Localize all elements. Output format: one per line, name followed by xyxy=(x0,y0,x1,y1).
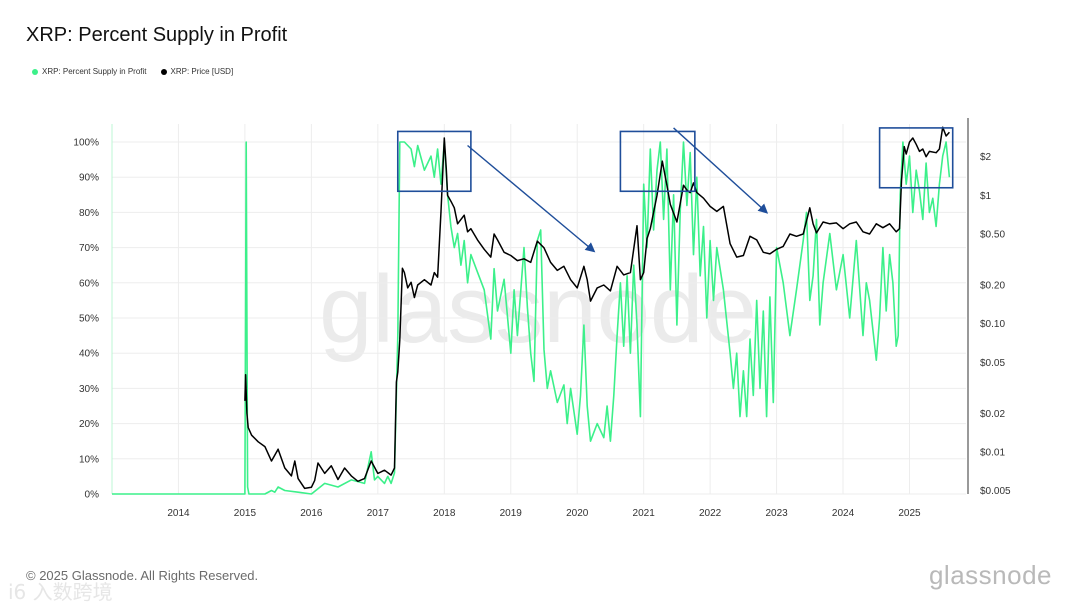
left-tick-label: 80% xyxy=(79,208,99,219)
x-tick-label: 2024 xyxy=(832,508,855,519)
x-tick-label: 2023 xyxy=(765,508,788,519)
corner-watermark: i6 入数跨境 xyxy=(8,580,113,604)
annotation-arrow xyxy=(467,144,596,253)
right-tick-label: $0.05 xyxy=(980,358,1005,369)
legend-item-supply[interactable]: XRP: Percent Supply in Profit xyxy=(32,67,147,76)
left-tick-label: 70% xyxy=(79,243,99,254)
left-tick-label: 60% xyxy=(79,278,99,289)
right-tick-label: $1 xyxy=(980,191,992,202)
right-tick-label: $0.01 xyxy=(980,447,1005,458)
right-tick-label: $0.10 xyxy=(980,319,1005,330)
legend-swatch-supply xyxy=(32,68,38,75)
legend-label-supply: XRP: Percent Supply in Profit xyxy=(42,67,147,76)
left-tick-label: 50% xyxy=(79,314,99,325)
x-tick-label: 2019 xyxy=(500,508,523,519)
left-tick-label: 40% xyxy=(79,349,99,360)
left-tick-label: 10% xyxy=(79,454,99,465)
chart-series xyxy=(112,126,951,495)
left-axis: 0% 10% 20% 30% 40% 50% 60% 70% 80% 90% 100% xyxy=(73,124,113,501)
legend-swatch-price xyxy=(160,68,167,75)
series-line-supply-in-profit xyxy=(112,141,951,495)
x-tick-label: 2022 xyxy=(699,508,722,519)
right-tick-label: $0.02 xyxy=(980,409,1005,420)
annotation-arrow xyxy=(673,127,769,214)
x-tick-label: 2025 xyxy=(898,508,921,519)
x-tick-label: 2021 xyxy=(633,508,656,519)
series-line-price xyxy=(244,126,950,490)
left-tick-label: 30% xyxy=(79,384,99,395)
right-axis: $0.005 $0.01 $0.02 $0.05 $0.10 $0.20 $0.50 $1 $2 xyxy=(967,118,1011,497)
chart-title: XRP: Percent Supply in Profit xyxy=(26,24,288,46)
chart-grid xyxy=(112,124,966,495)
glassnode-logo: glassnode xyxy=(928,560,1052,590)
annotation-box xyxy=(878,127,954,189)
x-tick-label: 2016 xyxy=(300,508,323,519)
x-tick-label: 2015 xyxy=(234,508,257,519)
right-tick-label: $0.20 xyxy=(980,281,1005,292)
x-tick-label: 2014 xyxy=(167,508,190,519)
annotation-box xyxy=(396,130,472,193)
chart-watermark: glassnode xyxy=(319,256,757,363)
left-tick-label: 0% xyxy=(85,490,100,501)
x-axis: 2014 2015 2016 2017 2018 2019 2020 2021 2022 2023… xyxy=(167,508,921,519)
right-tick-label: $2 xyxy=(980,152,992,163)
left-tick-label: 20% xyxy=(79,419,99,430)
legend-item-price[interactable]: XRP: Price [USD] xyxy=(160,67,234,76)
copyright-text: © 2025 Glassnode. All Rights Reserved. xyxy=(26,568,259,583)
annotation-box xyxy=(619,130,696,193)
chart-annotations xyxy=(396,127,954,253)
legend-label-price: XRP: Price [USD] xyxy=(170,67,234,76)
x-tick-label: 2017 xyxy=(367,508,390,519)
right-tick-label: $0.50 xyxy=(980,229,1005,240)
chart-legend: XRP: Percent Supply in Profit XRP: Price… xyxy=(32,67,233,76)
x-tick-label: 2020 xyxy=(566,508,589,519)
left-tick-label: 100% xyxy=(73,138,99,149)
left-tick-label: 90% xyxy=(79,173,99,184)
right-tick-label: $0.005 xyxy=(980,486,1011,497)
x-tick-label: 2018 xyxy=(433,508,456,519)
